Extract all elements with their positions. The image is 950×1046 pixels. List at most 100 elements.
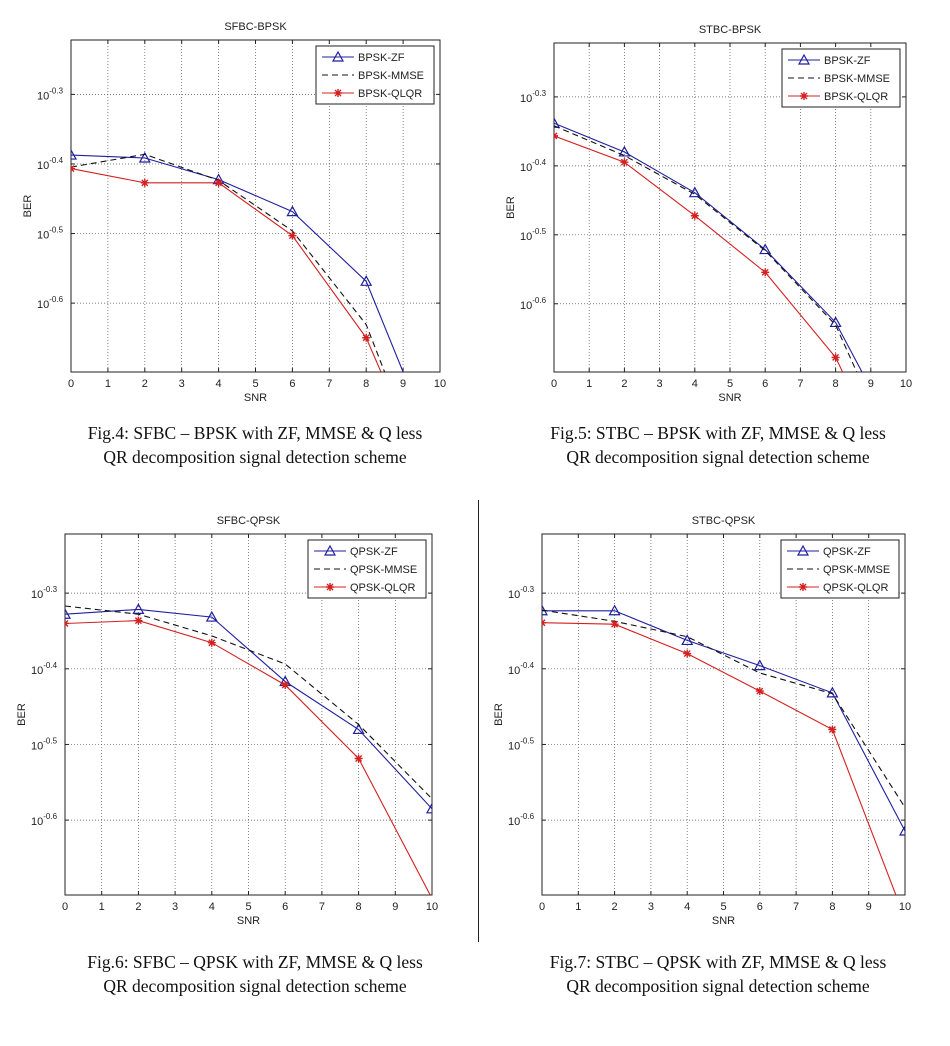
legend-label: QPSK-ZF bbox=[823, 546, 871, 558]
triangle-marker bbox=[688, 186, 701, 198]
x-tick-label: 1 bbox=[99, 901, 105, 913]
triangle-marker bbox=[132, 603, 145, 614]
series-line-qpsk-zf bbox=[65, 608, 432, 810]
chart-title: STBC-BPSK bbox=[699, 24, 762, 36]
series-line-qpsk-zf bbox=[542, 610, 905, 832]
star-marker bbox=[281, 680, 290, 689]
x-tick-label: 0 bbox=[539, 901, 545, 913]
series-line-qpsk-qlqr bbox=[65, 620, 431, 895]
legend: QPSK-ZF QPSK-MMSE QPSK-QLQR bbox=[307, 539, 427, 599]
caption-line: QR decomposition signal detection scheme bbox=[566, 976, 870, 996]
y-tick-base: 10 bbox=[37, 160, 49, 172]
triangle-marker bbox=[898, 824, 905, 836]
y-tick-base: 10 bbox=[508, 740, 520, 752]
star-marker bbox=[755, 687, 764, 696]
x-axis-label: SNR bbox=[244, 392, 267, 404]
triangle-marker bbox=[205, 610, 218, 622]
legend-label: QPSK-ZF bbox=[350, 546, 398, 558]
triangle-marker bbox=[608, 604, 621, 616]
x-tick-label: 7 bbox=[319, 901, 325, 913]
star-marker bbox=[620, 158, 629, 167]
triangle-marker bbox=[826, 686, 839, 698]
triangle-marker bbox=[554, 116, 561, 128]
x-tick-label: 1 bbox=[586, 378, 592, 390]
x-tick-label: 6 bbox=[757, 901, 763, 913]
x-tick-label: 6 bbox=[289, 378, 295, 390]
x-tick-label: 9 bbox=[400, 378, 406, 390]
y-tick-exponent: -0.4 bbox=[43, 661, 57, 670]
y-tick-base: 10 bbox=[37, 230, 49, 242]
x-tick-label: 5 bbox=[720, 901, 726, 913]
triangle-marker bbox=[618, 145, 631, 157]
x-tick-label: 7 bbox=[797, 378, 803, 390]
x-tick-label: 3 bbox=[648, 901, 654, 913]
series-line-qpsk-mmse bbox=[65, 605, 432, 800]
star-marker bbox=[610, 620, 619, 629]
x-tick-label: 5 bbox=[727, 378, 733, 390]
y-tick-label: 10-0.3 bbox=[37, 86, 64, 102]
star-marker bbox=[71, 164, 75, 173]
y-tick-base: 10 bbox=[31, 816, 43, 828]
star-marker bbox=[65, 619, 69, 628]
legend-label: QPSK-QLQR bbox=[350, 582, 415, 594]
y-tick-exponent: -0.4 bbox=[520, 661, 534, 670]
chart-title: SFBC-BPSK bbox=[224, 21, 287, 33]
y-tick-base: 10 bbox=[508, 816, 520, 828]
y-tick-label: 10-0.6 bbox=[31, 812, 58, 828]
triangle-marker bbox=[331, 50, 345, 62]
caption-line: Fig.6: SFBC – QPSK with ZF, MMSE & Q les… bbox=[87, 952, 423, 972]
y-tick-base: 10 bbox=[520, 93, 532, 105]
legend: BPSK-ZF BPSK-MMSE BPSK-QLQR bbox=[315, 45, 435, 105]
y-tick-exponent: -0.3 bbox=[532, 89, 546, 98]
series-line-bpsk-qlqr bbox=[554, 135, 844, 372]
x-tick-label: 3 bbox=[657, 378, 663, 390]
series-line-bpsk-zf bbox=[71, 154, 404, 372]
chart-title: SFBC-QPSK bbox=[217, 515, 281, 527]
y-tick-exponent: -0.3 bbox=[520, 585, 534, 594]
y-tick-base: 10 bbox=[37, 90, 49, 102]
star-marker bbox=[354, 754, 363, 763]
star-marker bbox=[362, 333, 371, 342]
star-marker bbox=[140, 178, 149, 187]
y-tick-exponent: -0.5 bbox=[532, 227, 546, 236]
triangle-marker bbox=[797, 53, 811, 65]
x-tick-label: 5 bbox=[245, 901, 251, 913]
y-tick-exponent: -0.5 bbox=[43, 736, 57, 745]
y-tick-label: 10-0.6 bbox=[37, 295, 64, 311]
series-group bbox=[65, 603, 432, 895]
y-tick-label: 10-0.3 bbox=[31, 585, 58, 601]
y-tick-label: 10-0.5 bbox=[520, 227, 547, 243]
y-tick-base: 10 bbox=[31, 740, 43, 752]
x-tick-label: 9 bbox=[392, 901, 398, 913]
y-axis-label: BER bbox=[16, 703, 28, 726]
star-marker bbox=[831, 353, 840, 362]
x-axis-label: SNR bbox=[237, 915, 260, 927]
y-tick-base: 10 bbox=[520, 300, 532, 312]
y-tick-base: 10 bbox=[31, 665, 43, 677]
y-tick-exponent: -0.4 bbox=[532, 158, 546, 167]
legend-label: BPSK-QLQR bbox=[824, 91, 888, 103]
triangle-marker bbox=[138, 151, 151, 163]
y-tick-exponent: -0.6 bbox=[49, 295, 63, 304]
y-tick-base: 10 bbox=[31, 589, 43, 601]
x-tick-label: 8 bbox=[356, 901, 362, 913]
triangle-marker bbox=[65, 608, 72, 619]
y-tick-exponent: -0.4 bbox=[49, 156, 63, 165]
x-tick-label: 9 bbox=[868, 378, 874, 390]
triangle-marker bbox=[681, 634, 694, 646]
legend-label: BPSK-MMSE bbox=[358, 70, 424, 82]
y-tick-label: 10-0.6 bbox=[508, 812, 535, 828]
x-tick-label: 7 bbox=[326, 378, 332, 390]
y-tick-label: 10-0.4 bbox=[520, 158, 547, 174]
x-tick-label: 2 bbox=[621, 378, 627, 390]
triangle-marker bbox=[360, 275, 373, 286]
star-marker bbox=[134, 616, 143, 625]
y-tick-base: 10 bbox=[520, 231, 532, 243]
caption-line: QR decomposition signal detection scheme bbox=[103, 447, 407, 467]
x-tick-label: 2 bbox=[142, 378, 148, 390]
star-marker bbox=[761, 268, 770, 277]
triangle-marker bbox=[71, 148, 78, 160]
legend-label: QPSK-QLQR bbox=[823, 582, 888, 594]
y-axis-label: BER bbox=[505, 196, 517, 219]
